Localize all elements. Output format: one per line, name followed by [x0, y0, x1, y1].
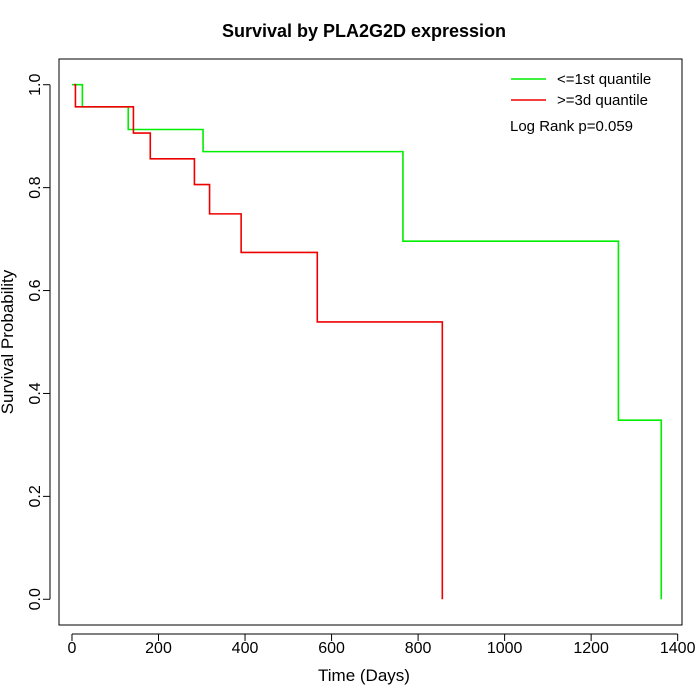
chart-title: Survival by PLA2G2D expression — [222, 21, 506, 41]
survival-curve-1 — [71, 83, 663, 600]
legend-label-2: >=3d quantile — [557, 92, 648, 109]
legend-label-1: <=1st quantile — [557, 71, 651, 88]
y-tick-label: 0.0 — [27, 588, 44, 610]
x-tick-label: 200 — [145, 640, 172, 657]
y-tick-label: 0.4 — [27, 382, 44, 404]
x-tick-label: 0 — [68, 640, 77, 657]
x-axis: 0 200 400 600 800 1000 1200 1400 — [68, 633, 696, 657]
x-tick-label: 1400 — [660, 640, 696, 657]
y-tick-label: 0.2 — [27, 485, 44, 507]
legend: <=1st quantile >=3d quantile — [511, 71, 651, 109]
plot-frame — [58, 58, 683, 626]
y-axis: 0.0 0.2 0.4 0.6 0.8 1.0 — [27, 74, 51, 610]
x-tick-label: 400 — [232, 640, 259, 657]
x-tick-label: 800 — [405, 640, 432, 657]
x-tick-label: 1000 — [487, 640, 523, 657]
x-tick-label: 600 — [318, 640, 345, 657]
x-axis-label: Time (Days) — [318, 666, 410, 685]
y-axis-label: Survival Probability — [0, 269, 17, 414]
series-layer — [71, 83, 663, 600]
y-tick-label: 0.8 — [27, 176, 44, 198]
y-tick-label: 0.6 — [27, 279, 44, 301]
survival-curve-2 — [74, 83, 444, 600]
y-tick-label: 1.0 — [27, 74, 44, 96]
log-rank-annotation: Log Rank p=0.059 — [510, 118, 633, 135]
x-tick-label: 1200 — [573, 640, 609, 657]
